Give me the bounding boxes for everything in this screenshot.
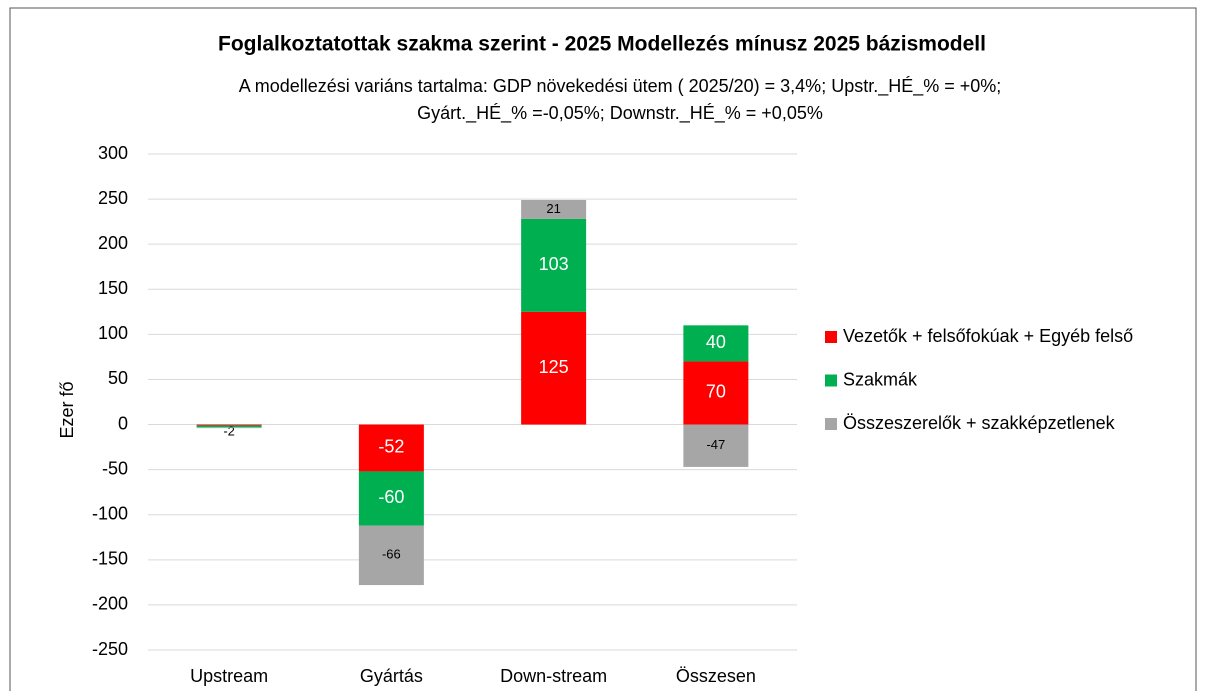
legend-label: Vezetők + felsőfokúak + Egyéb felső [843,326,1133,346]
data-label: 103 [539,254,569,274]
data-label: 21 [546,201,560,216]
y-tick-label: -200 [92,594,128,614]
legend-label: Szakmák [843,369,918,389]
y-tick-label: -100 [92,503,128,523]
data-label: 40 [706,332,726,352]
bar-segment [196,427,262,429]
y-tick-label: 300 [98,143,128,163]
data-label: -60 [378,487,404,507]
bar-segment [683,325,749,362]
y-tick-label: -250 [92,639,128,659]
y-tick-label: -150 [92,549,128,569]
y-tick-label: 250 [98,188,128,208]
bar-segment [196,424,262,426]
bar-segment [358,525,424,586]
data-label: -47 [706,437,725,452]
legend-swatch [825,331,837,343]
chart-subtitle: A modellezési variáns tartalma: GDP növe… [239,76,1002,97]
data-label: -66 [382,547,401,562]
bar-segment [521,199,587,219]
y-axis-label: Ezer fő [57,381,77,438]
y-tick-label: 50 [108,368,128,388]
x-tick-label: Összesen [676,666,756,686]
bar-segment [683,361,749,425]
y-tick-label: 0 [118,413,128,433]
y-tick-label: 100 [98,323,128,343]
x-tick-label: Down-stream [500,666,607,686]
legend-swatch [825,418,837,430]
bar-segment [521,311,587,425]
bar-segment [358,471,424,526]
bar-segment [683,424,749,467]
x-tick-label: Upstream [190,666,268,686]
bar-segment [196,425,262,428]
y-tick-label: 150 [98,278,128,298]
legend-label: Összeszerelők + szakképzetlenek [843,413,1116,433]
data-label: -2 [223,424,235,439]
chart-title: Foglalkoztatottak szakma szerint - 2025 … [218,33,986,56]
y-tick-label: 200 [98,233,128,253]
legend-swatch [825,374,837,387]
chart-subtitle: Gyárt._HÉ_% =-0,05%; Downstr._HÉ_% = +0,… [417,103,823,124]
data-label: -52 [378,437,404,457]
x-tick-label: Gyártás [360,666,423,686]
chart-frame [9,7,1197,691]
bar-segment [358,424,424,472]
data-label: 125 [539,357,569,377]
bar-segment [521,218,587,312]
data-label: 70 [706,382,726,402]
y-tick-label: -50 [102,458,128,478]
